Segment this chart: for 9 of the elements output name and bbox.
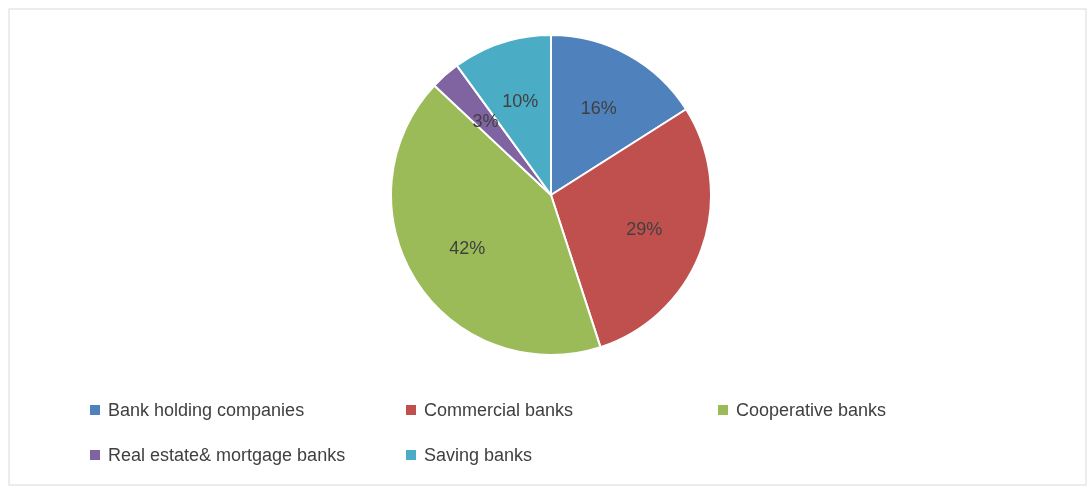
- legend-label: Saving banks: [424, 445, 533, 466]
- legend-label: Commercial banks: [424, 400, 574, 421]
- data-label: 10%: [502, 90, 539, 111]
- data-label: 29%: [626, 218, 663, 239]
- legend-label: Cooperative banks: [736, 400, 887, 421]
- data-label: 42%: [449, 238, 486, 259]
- data-label: 16%: [580, 98, 617, 119]
- legend-label: Bank holding companies: [108, 400, 305, 421]
- legend-label: Real estate& mortgage banks: [108, 445, 346, 466]
